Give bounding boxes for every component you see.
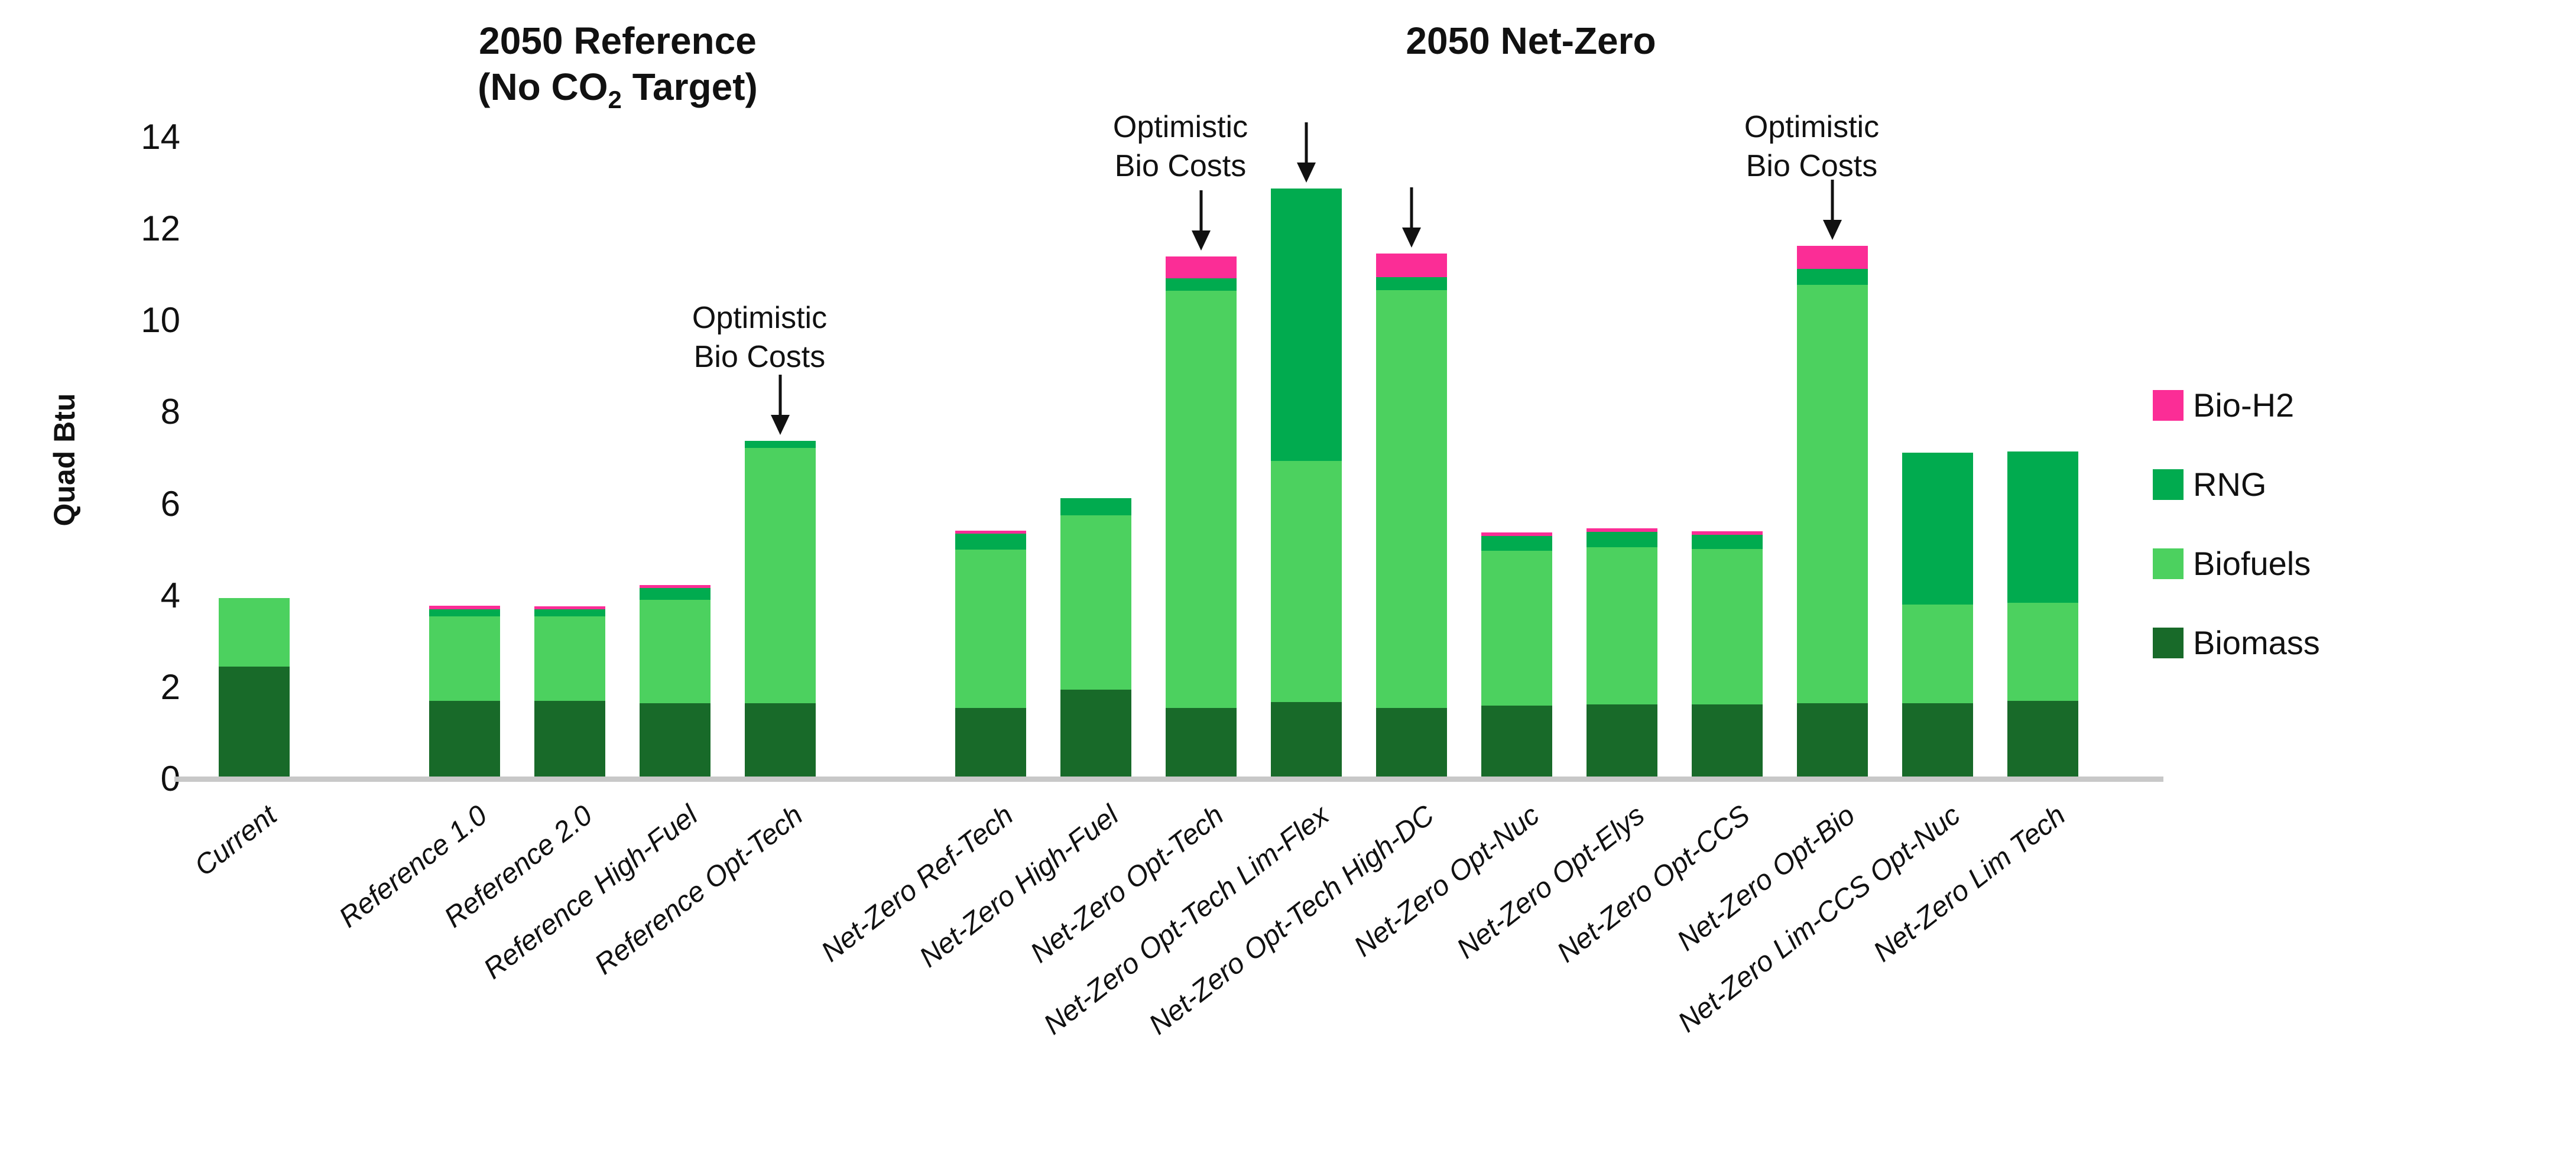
bar-segment-biofuels-4 [640,600,710,703]
bar-segment-biomass-7 [1060,689,1131,779]
bar-segment-rng-11 [1481,535,1552,551]
bar-segment-bio-h2-3 [534,606,605,609]
bar-segment-biomass-16 [2007,701,2078,779]
bar-segment-biofuels-12 [1587,547,1657,705]
bar-segment-rng-5 [745,441,816,448]
bar-segment-biofuels-1 [219,597,290,667]
bar-segment-biofuels-8 [1166,290,1237,708]
down-arrow-head-icon [1192,230,1211,251]
bar-segment-biomass-6 [955,707,1026,779]
down-arrow-head-icon [1297,162,1316,183]
x-label-1: Current [189,799,283,883]
bar-segment-bio-h2-4 [640,584,710,588]
bar-segment-biofuels-5 [745,447,816,703]
bar-segment-biomass-2 [429,701,500,779]
bar-segment-biomass-11 [1481,705,1552,779]
bar-segment-bio-h2-14 [1797,245,1868,269]
y-tick-6: 6 [160,483,180,524]
bar-segment-bio-h2-2 [429,605,500,609]
group-title-reference-line1: 2050 Reference [479,20,757,62]
bar-segment-rng-9 [1271,188,1342,462]
down-arrow-head-icon [1402,228,1421,248]
down-arrow-head-icon [771,415,790,436]
down-arrow-icon [1831,179,1834,222]
bar-segment-bio-h2-6 [955,531,1026,534]
bar-segment-rng-14 [1797,268,1868,285]
down-arrow-icon [1410,187,1413,230]
y-tick-2: 2 [160,667,180,707]
bar-segment-biomass-5 [745,703,816,779]
bar-segment-bio-h2-10 [1376,254,1447,277]
legend-label: RNG [2193,466,2267,503]
bar-segment-biofuels-15 [1902,605,1973,703]
down-arrow-icon [1199,190,1203,233]
bar-segment-biofuels-13 [1692,549,1763,705]
bar-segment-biomass-13 [1692,704,1763,779]
bar-segment-rng-3 [534,609,605,616]
bar-segment-biomass-15 [1902,703,1973,779]
bar-segment-biofuels-16 [2007,603,2078,701]
legend-swatch-icon [2153,548,2184,579]
legend-label: Biofuels [2193,545,2311,582]
bar-segment-biofuels-6 [955,550,1026,708]
bar-segment-rng-8 [1166,278,1237,291]
bar-segment-rng-16 [2007,451,2078,603]
bar-segment-biofuels-10 [1376,290,1447,708]
bar-segment-biofuels-9 [1271,461,1342,703]
bar-segment-biofuels-3 [534,616,605,701]
bar-segment-biomass-8 [1166,707,1237,779]
bar-segment-rng-10 [1376,277,1447,291]
x-axis-line [174,777,2163,782]
legend-label: Biomass [2193,624,2320,661]
y-tick-12: 12 [141,209,180,249]
legend-label: Bio-H2 [2193,386,2295,424]
bar-segment-biomass-14 [1797,703,1868,779]
annotation-optimistic-bio-costs-3: Optimistic Bio Costs [1744,110,1880,183]
bar-segment-biofuels-2 [429,616,500,701]
bar-segment-rng-12 [1587,531,1657,548]
group-title-netzero-line1: 2050 Net-Zero [1406,20,1656,62]
bar-segment-bio-h2-11 [1481,532,1552,536]
annotation-optimistic-bio-costs-2: Optimistic Bio Costs [1112,110,1248,183]
bar-segment-bio-h2-12 [1587,528,1657,532]
bar-segment-biomass-9 [1271,702,1342,779]
y-tick-10: 10 [141,300,180,340]
bar-segment-biomass-1 [219,666,290,779]
down-arrow-icon [1305,122,1308,165]
bar-segment-biofuels-14 [1797,284,1868,703]
y-tick-14: 14 [141,117,180,157]
bar-segment-biofuels-11 [1481,551,1552,706]
bar-segment-biomass-10 [1376,707,1447,779]
legend-swatch-icon [2153,628,2184,658]
y-tick-4: 4 [160,575,180,615]
down-arrow-head-icon [1823,219,1842,240]
bar-segment-rng-13 [1692,534,1763,550]
bar-segment-bio-h2-8 [1166,256,1237,278]
group-title-netzero: 2050 Net-Zero [1406,18,1656,64]
bar-segment-rng-4 [640,587,710,600]
bar-segment-biomass-3 [534,701,605,779]
group-title-reference: 2050 Reference (No CO2 Target) [478,20,758,113]
y-tick-0: 0 [160,759,180,798]
bar-segment-rng-2 [429,609,500,616]
bar-segment-biomass-12 [1587,704,1657,779]
bar-segment-bio-h2-13 [1692,531,1763,535]
legend-swatch-icon [2153,469,2184,500]
bar-segment-biomass-4 [640,703,710,779]
bar-segment-rng-15 [1902,452,1973,605]
bar-segment-rng-7 [1060,498,1131,515]
y-tick-8: 8 [160,392,180,432]
down-arrow-icon [778,375,782,418]
annotation-optimistic-bio-costs-1: Optimistic Bio Costs [692,301,828,374]
legend-swatch-icon [2153,390,2184,421]
bar-segment-rng-6 [955,534,1026,550]
bar-segment-biofuels-7 [1060,515,1131,690]
